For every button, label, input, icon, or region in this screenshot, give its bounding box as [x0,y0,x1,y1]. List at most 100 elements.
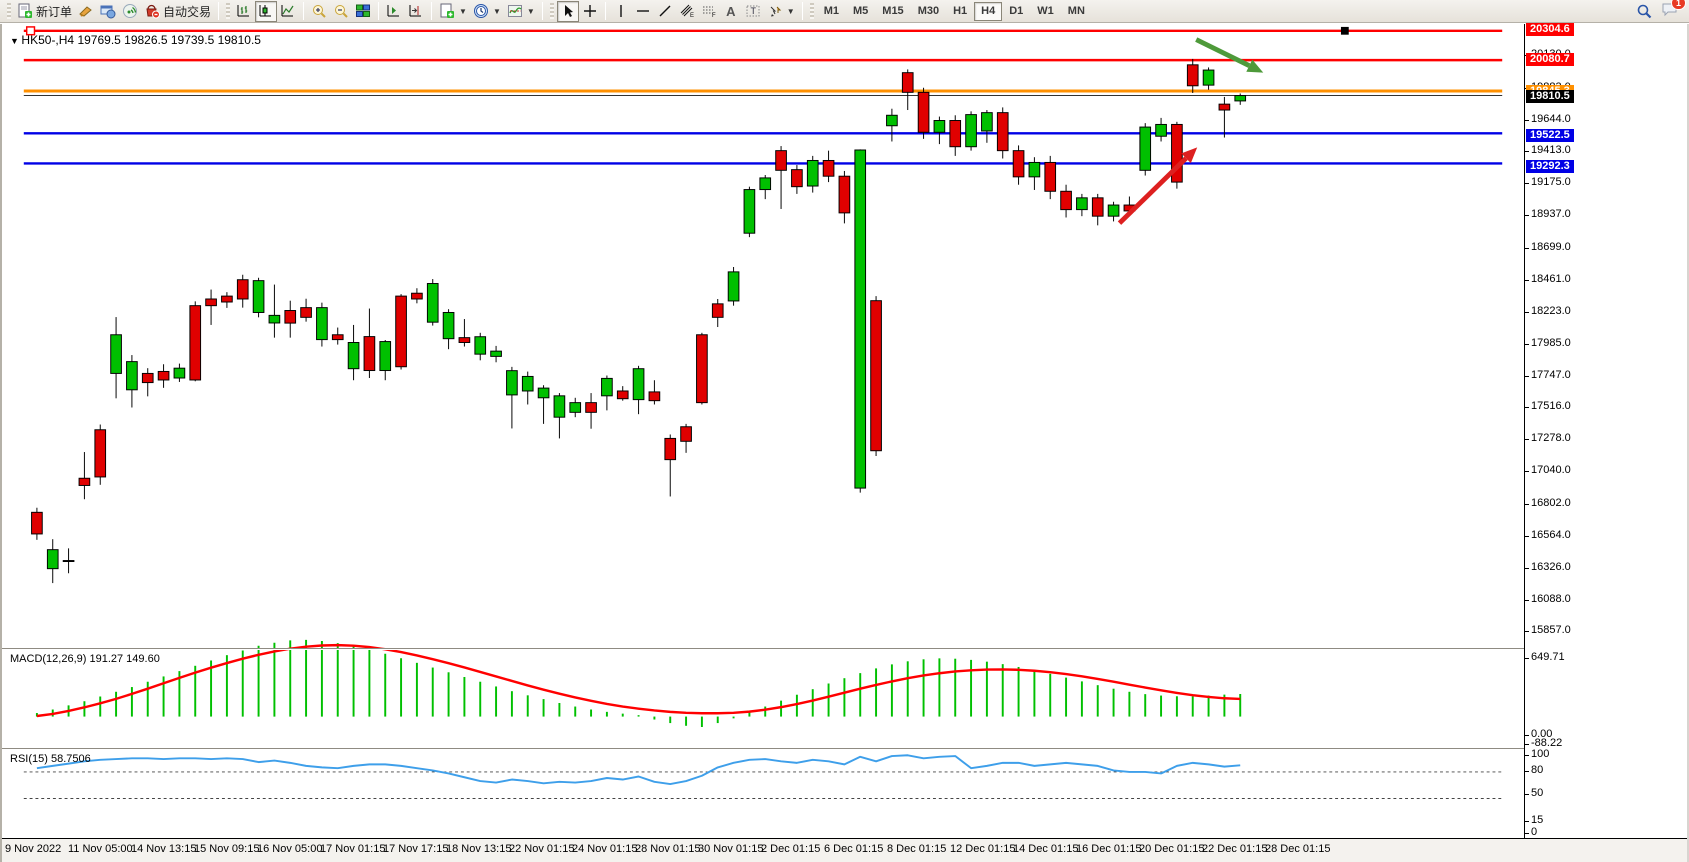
vertical-line-tool-button[interactable] [610,1,632,22]
price-tick: 17040.0 [1531,464,1571,477]
zoom-in-icon [313,5,326,18]
candle-body [62,560,75,563]
toolbar-grip[interactable] [549,3,554,19]
time-label: 14 Dec 01:15 [1013,843,1079,855]
chart-dropdown-icon[interactable]: ▼ [10,36,22,46]
candle-body [727,271,740,302]
price-tick: 17985.0 [1531,336,1571,349]
candle-body [965,114,977,148]
trendline-tool-button[interactable] [654,1,676,22]
candle-body [110,334,122,374]
chart-shift-button[interactable] [405,1,427,22]
time-label: 22 Nov 01:15 [509,843,575,855]
line-chart-mode-button[interactable] [277,1,299,22]
candle-body [585,402,597,413]
channel-icon: E [680,4,694,19]
price-tick: 18937.0 [1531,208,1571,221]
candle-body [474,336,487,355]
cursor-tool-button[interactable] [556,0,579,22]
pane-splitter-macd[interactable] [2,648,1524,650]
rsi-tick-0: 0 [1531,826,1538,838]
candle-body [173,367,186,379]
toolbar-grip[interactable] [7,3,11,19]
toolbar-grip[interactable] [809,3,814,19]
time-label: 11 Nov 05:00 [68,843,133,855]
candle-body [917,91,930,133]
text-tool-icon: A [726,3,736,19]
chart-plot[interactable] [2,24,1524,838]
candle-body [933,120,946,133]
time-label: 20 Dec 01:15 [1139,843,1205,855]
new-order-button[interactable]: 新订单 [14,1,75,22]
text-label-tool-button[interactable]: T [742,1,764,22]
toolbar-grip[interactable] [226,3,231,19]
time-label: 6 Dec 01:15 [824,843,884,855]
auto-scroll-icon [387,5,400,17]
crosshair-tool-button[interactable] [579,1,601,22]
macd-max-tick: 649.71 [1531,651,1565,663]
timeframe-group: M1 M5 M15 M30 H1 H4 D1 W1 MN [817,1,1092,21]
candle-body [854,149,867,489]
text-tool-button[interactable]: A [720,1,742,22]
zoom-in-button[interactable] [308,1,330,22]
zoom-out-button[interactable] [330,1,352,22]
candle-body [395,295,407,368]
signals-button[interactable] [119,1,141,22]
timeframe-button-d1[interactable]: D1 [1009,5,1024,17]
time-label: 2 Dec 01:15 [761,843,821,855]
fibonacci-icon: F [702,6,716,19]
timeframe-button-mn[interactable]: MN [1067,5,1085,17]
pane-splitter-rsi[interactable] [2,748,1524,750]
auto-scroll-button[interactable] [383,1,405,22]
period-button[interactable]: ▼ [470,1,504,22]
dropdown-arrow-icon: ▼ [786,6,795,16]
tile-windows-button[interactable] [352,1,374,22]
notifications-button[interactable]: 1 [1661,0,1686,22]
autotrade-button[interactable]: 自动交易 [141,1,214,22]
tile-windows-icon [356,4,371,17]
timeframe-button-w1[interactable]: W1 [1037,5,1054,17]
chart-title: ▼ HK50-,H4 19769.5 19826.5 19739.5 19810… [10,33,261,47]
candle-body [316,307,328,341]
candle-body [775,150,787,171]
fibonacci-tool-button[interactable]: F [698,1,720,22]
candle-body [442,311,455,340]
candle-body [331,334,344,341]
price-badge-19522.5: 19522.5 [1526,128,1574,142]
signal-icon [123,4,138,18]
timeframe-button-m30[interactable]: M30 [917,5,940,17]
new-chart-icon [440,3,455,18]
candle-body [949,120,962,148]
svg-text:T: T [750,6,756,16]
candle-body [78,477,91,486]
horizontal-line-tool-button[interactable] [632,1,654,22]
bar-chart-mode-button[interactable] [233,1,255,22]
wedge-icon [79,6,92,17]
price-tick: 17747.0 [1531,369,1571,382]
new-chart-button[interactable]: ▼ [436,1,470,22]
indicators-button[interactable]: ▼ [504,1,538,22]
candle-body [1060,190,1072,211]
time-axis[interactable]: 9 Nov 2022 11 Nov 05:00 14 Nov 13:15 15 Nov… [2,838,1687,862]
channel-tool-button[interactable]: E [676,1,698,22]
price-tick: 18699.0 [1531,240,1571,253]
candle-body [553,395,566,418]
timeframe-button-m1[interactable]: M1 [823,5,839,17]
price-axis[interactable]: 20130.019883.019644.019413.019175.018937… [1524,23,1687,838]
timeframe-button-m5[interactable]: M5 [853,5,869,17]
search-icon[interactable] [1636,3,1653,20]
line-chart-icon [281,5,294,17]
arrows-tool-button[interactable]: ▼ [764,1,798,22]
terminal-button[interactable] [97,1,119,22]
candle-body [379,341,392,372]
trendline-icon [659,5,671,17]
history-center-button[interactable] [75,1,97,22]
candlestick-mode-button[interactable] [255,0,278,22]
timeframe-button-h4[interactable]: H4 [974,1,1003,21]
chart-shift-icon [409,5,422,17]
timeframe-button-h1[interactable]: H1 [953,5,968,17]
candle-body [664,437,677,461]
macd-min-tick: -88.22 [1531,737,1563,749]
macd-zero-tick: 0.00 [1531,728,1553,740]
timeframe-button-m15[interactable]: M15 [882,5,904,17]
